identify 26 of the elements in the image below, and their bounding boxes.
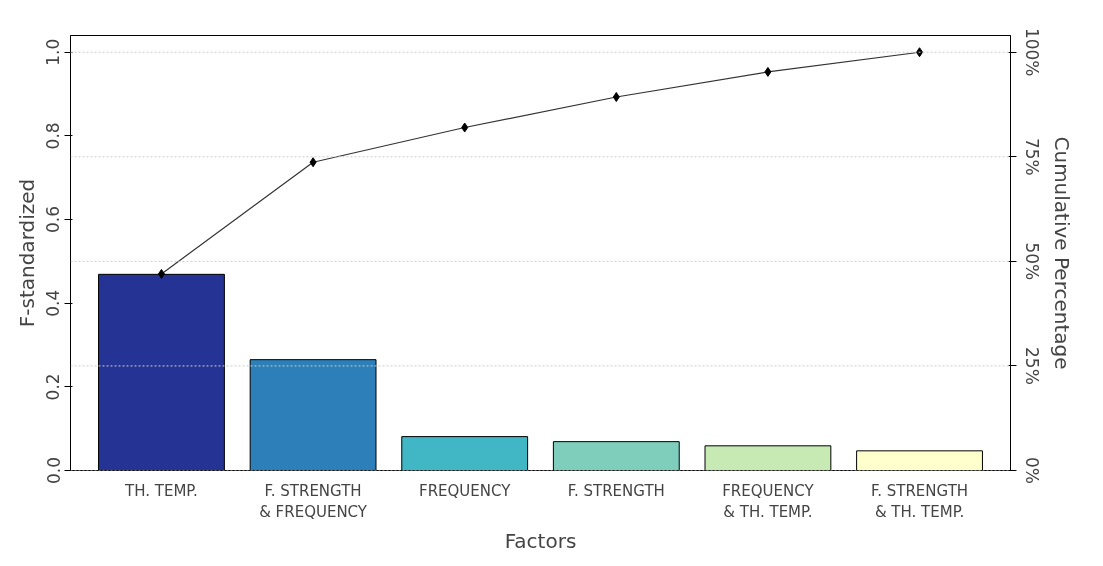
bar [856, 450, 983, 471]
y2-tick-label: 25% [1021, 347, 1042, 385]
x-tick-label: FREQUENCY & TH. TEMP. [722, 481, 815, 522]
y-tick-label: 0.0 [43, 456, 64, 485]
y2-axis-title: Cumulative Percentage [1049, 136, 1074, 370]
x-tick-label: F. STRENGTH & TH. TEMP. [870, 481, 969, 522]
y-tick-label: 0.8 [43, 122, 64, 150]
bar [401, 436, 529, 471]
y2-tick-label: 100% [1021, 27, 1042, 77]
y-tick-label: 1.0 [43, 38, 64, 66]
y2-tick-label: 50% [1021, 242, 1042, 281]
x-tick-label: F. STRENGTH [567, 481, 665, 500]
y-tick-label: 0.4 [43, 289, 64, 317]
bar [249, 359, 377, 471]
x-tick-label: TH. TEMP. [124, 481, 198, 500]
bar [552, 441, 680, 471]
y-tick-label: 0.2 [43, 373, 64, 401]
x-axis-title: Factors [504, 529, 577, 554]
y-axis-title: F-standardized [14, 178, 39, 328]
y-tick-label: 0.6 [43, 206, 64, 234]
bar [704, 445, 832, 471]
x-tick-label: F. STRENGTH & FREQUENCY [259, 481, 368, 522]
bar [98, 273, 225, 471]
y2-tick-label: 0% [1021, 457, 1042, 484]
x-tick-label: FREQUENCY [419, 481, 512, 500]
y2-tick-label: 75% [1021, 137, 1042, 176]
